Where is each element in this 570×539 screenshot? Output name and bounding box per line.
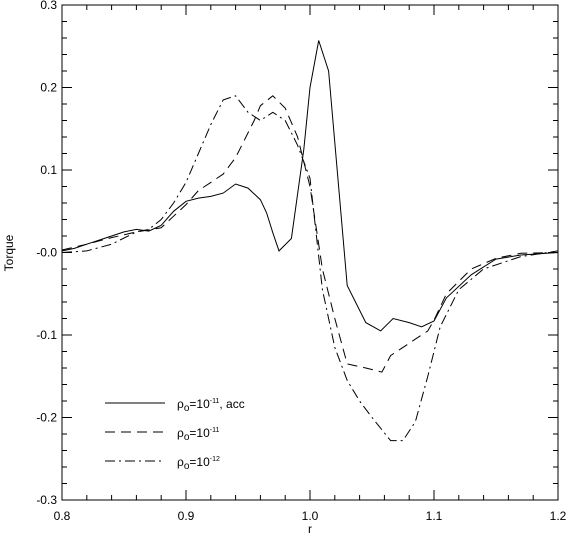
y-axis-label: Torque	[2, 234, 16, 271]
legend: ρo=10-11, acc ρo=10-11 ρo=10-12	[105, 397, 245, 472]
x-tick-label: 0.8	[54, 509, 71, 523]
y-tick-label: 0.2	[40, 81, 57, 95]
legend-label-1: ρo=10-11, acc	[177, 397, 245, 414]
x-tick-label: 0.9	[178, 509, 195, 523]
y-tick-label: 0.3	[40, 0, 57, 12]
x-tick-label: 1.2	[550, 509, 567, 523]
x-axis-label: r	[308, 522, 312, 536]
series-layer	[61, 40, 559, 442]
legend-label-3: ρo=10-12	[177, 455, 220, 472]
plot-frame	[61, 4, 559, 501]
series-line-3	[61, 95, 559, 442]
y-tick-label: -0.3	[36, 493, 57, 507]
series-line-1	[61, 40, 559, 332]
y-tick-label: -0.0	[36, 246, 57, 260]
x-tick-label: 1.0	[302, 509, 319, 523]
y-tick-label: -0.2	[36, 411, 57, 425]
legend-label-2: ρo=10-11	[177, 426, 219, 443]
y-tick-label: 0.1	[40, 163, 57, 177]
series-line-2	[61, 95, 559, 373]
axis-ticks: 0.8 0.9 1.0 1.1 1.2 -0.3 -0.2 -0.1 -0.0 0.1 0.2 0.3	[36, 0, 566, 523]
x-tick-label: 1.1	[426, 509, 443, 523]
y-tick-label: -0.1	[36, 328, 57, 342]
